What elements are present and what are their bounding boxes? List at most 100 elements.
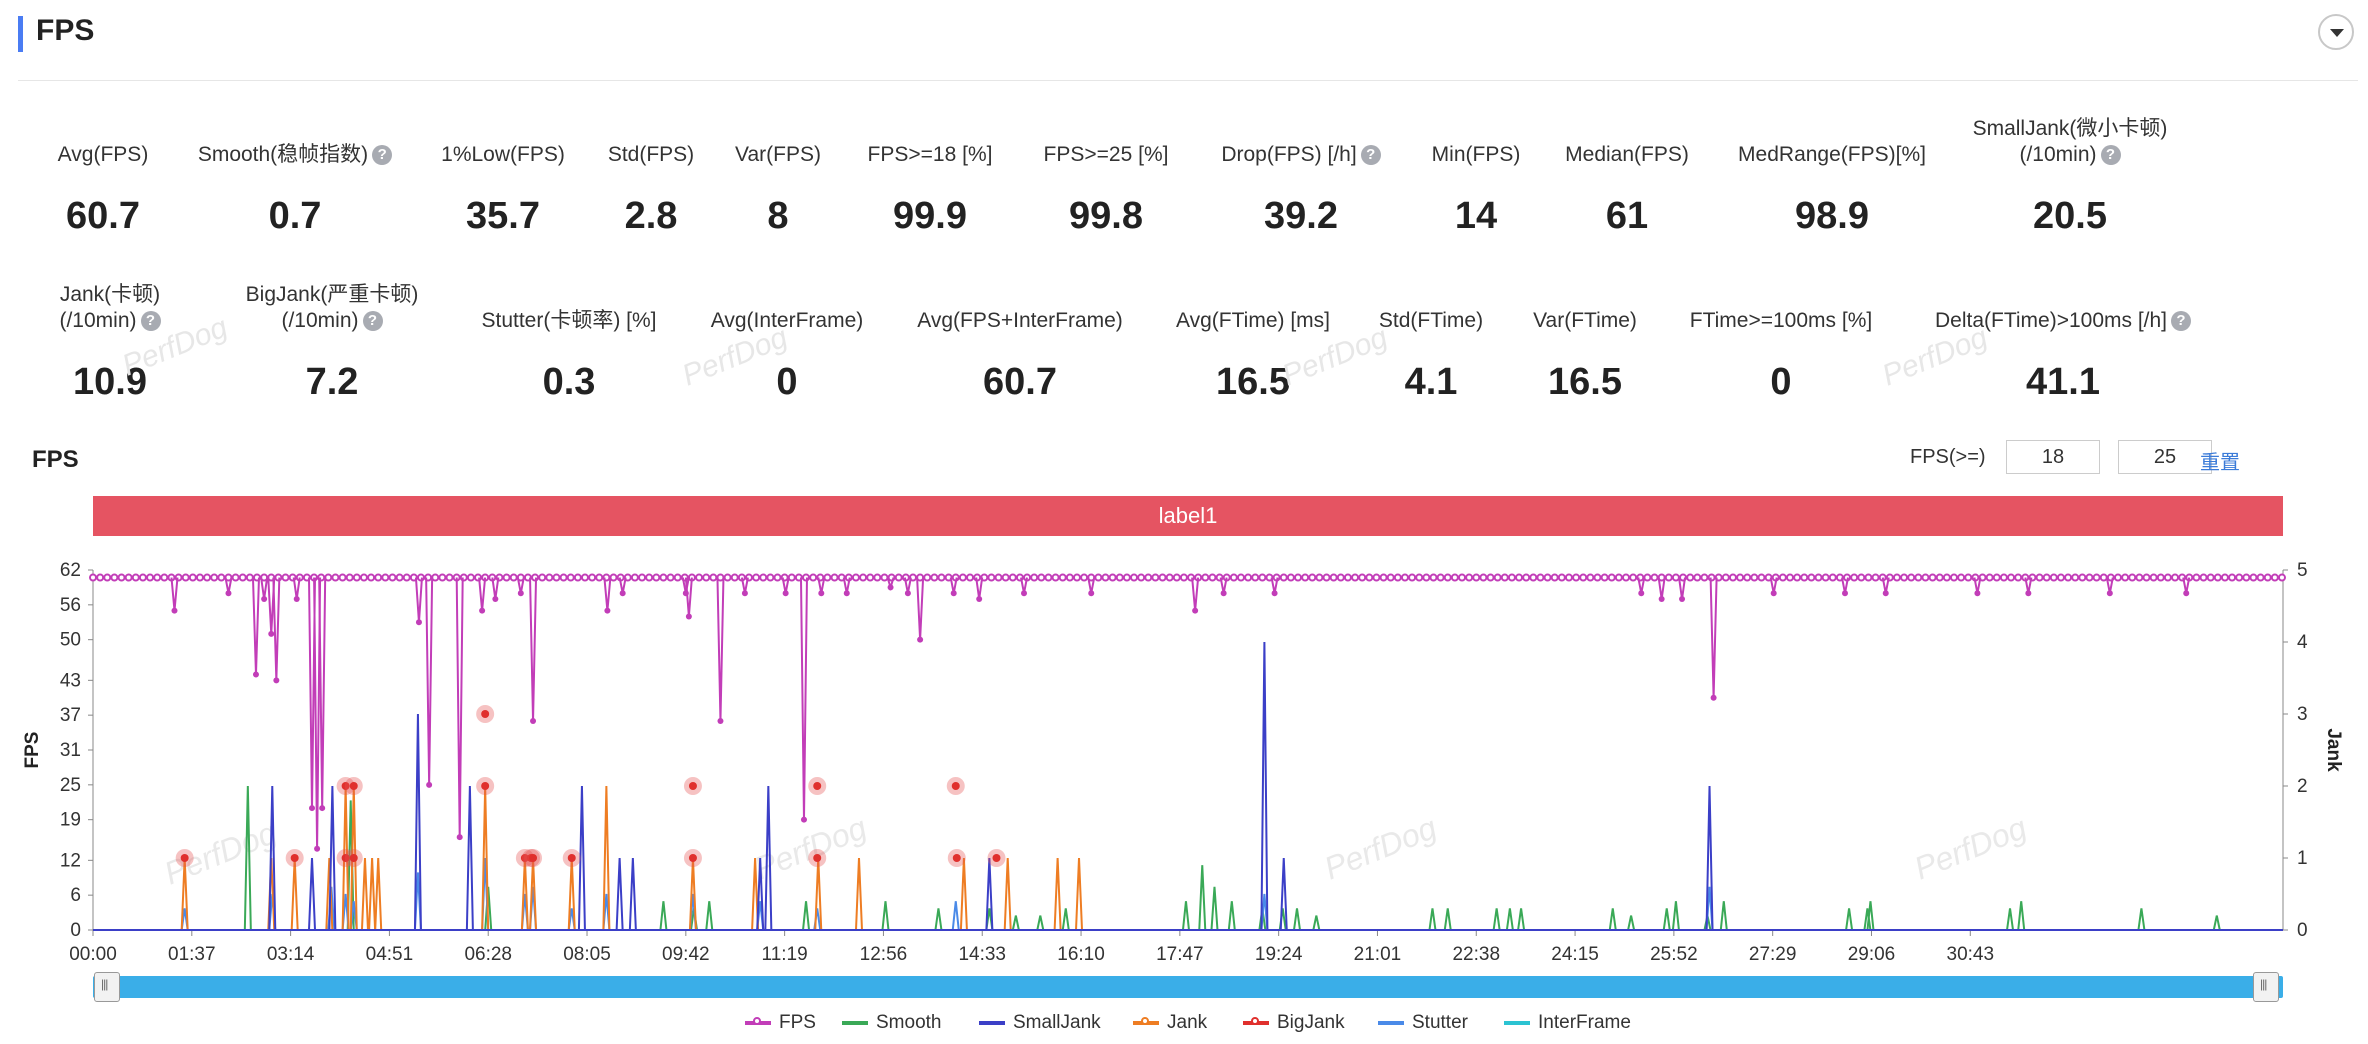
- smalljank-spike: [628, 857, 637, 931]
- jank-spike: [374, 857, 383, 931]
- fps-point: [1614, 573, 1623, 582]
- legend-item-fps[interactable]: FPS: [745, 1012, 816, 1036]
- smooth-spike: [659, 901, 668, 931]
- help-icon[interactable]: ?: [2171, 311, 2192, 332]
- fps-point: [1101, 573, 1110, 582]
- x-tick-label: 08:05: [563, 944, 611, 965]
- reset-button[interactable]: 重置: [2200, 452, 2240, 474]
- metric-label-text: Std(FPS): [607, 143, 695, 166]
- fps-point: [638, 573, 647, 582]
- y-tick-label: 12: [60, 850, 81, 871]
- collapse-toggle-icon[interactable]: [2318, 14, 2354, 50]
- legend-marker-icon: [1251, 1016, 1259, 1025]
- help-icon[interactable]: ?: [372, 145, 393, 166]
- metric-label: Var(FPS): [628, 142, 928, 168]
- legend-item-interframe[interactable]: InterFrame: [1504, 1012, 1631, 1036]
- fps-point: [1251, 573, 1260, 582]
- help-icon[interactable]: ?: [140, 311, 161, 332]
- x-tick-label: 21:01: [1354, 944, 1402, 965]
- fps-dip: [292, 577, 301, 600]
- fps-point: [509, 573, 518, 582]
- fps-point: [1072, 573, 1081, 582]
- metric-label: Min(FPS): [1326, 142, 1626, 168]
- fps-threshold-low-input[interactable]: 18: [2006, 440, 2100, 474]
- smalljank-spike: [577, 785, 586, 931]
- y-tick-label: 25: [60, 775, 81, 796]
- smooth-spike: [1671, 901, 1680, 931]
- range-start-handle[interactable]: [94, 972, 120, 1002]
- x-tick-label: 30:43: [1947, 944, 1995, 965]
- fps-point: [2149, 573, 2158, 582]
- fps-point: [153, 573, 162, 582]
- fps-point: [1122, 573, 1131, 582]
- fps-point: [1757, 573, 1766, 582]
- fps-dip-point: [976, 596, 983, 603]
- metric-label-text: Avg(InterFrame): [710, 309, 864, 332]
- x-tick-label: 01:37: [168, 944, 216, 965]
- metric-label-text: Var(FTime): [1533, 309, 1637, 332]
- fps-point: [1151, 573, 1160, 582]
- fps-point: [1336, 573, 1345, 582]
- fps-point: [2071, 573, 2080, 582]
- fps-dip-point: [171, 607, 178, 614]
- fps-point: [1400, 573, 1409, 582]
- help-icon[interactable]: ?: [362, 311, 383, 332]
- bigjank-point: [992, 854, 1001, 862]
- legend-item-bigjank[interactable]: BigJank: [1243, 1012, 1345, 1036]
- legend-item-jank[interactable]: Jank: [1133, 1012, 1207, 1036]
- range-end-handle[interactable]: [2253, 972, 2279, 1002]
- fps-point: [1743, 573, 1752, 582]
- help-icon[interactable]: ?: [2100, 145, 2121, 166]
- metric-label: Delta(FTime)>100ms [/h]?: [1913, 308, 2213, 334]
- metric-value: 60.7: [66, 195, 140, 237]
- fps-point: [1037, 573, 1046, 582]
- fps-point: [702, 573, 711, 582]
- fps-point: [994, 573, 1003, 582]
- fps-chart[interactable]: PerfDog PerfDog PerfDog PerfDog 06121925313…: [0, 550, 2368, 970]
- legend-label: FPS: [779, 1012, 816, 1033]
- fps-point: [1429, 573, 1438, 582]
- legend-item-smalljank[interactable]: SmallJank: [979, 1012, 1101, 1036]
- fps-point: [138, 573, 147, 582]
- metric-avg-interframe: Avg(InterFrame) 0: [637, 308, 937, 404]
- help-icon[interactable]: ?: [1360, 145, 1381, 166]
- metric-value: 61: [1605, 195, 1649, 237]
- metric-label: 1%Low(FPS): [353, 142, 653, 168]
- fps-point: [1629, 573, 1638, 582]
- label-bar[interactable]: label1: [93, 496, 2283, 536]
- legend-item-stutter[interactable]: Stutter: [1378, 1012, 1468, 1036]
- time-range-scrollbar[interactable]: [93, 976, 2283, 998]
- fps-point: [1793, 573, 1802, 582]
- fps-point: [1664, 573, 1673, 582]
- fps-point: [1821, 573, 1830, 582]
- metric-label: MedRange(FPS)[%]: [1682, 142, 1982, 168]
- fps-point: [1229, 573, 1238, 582]
- fps-point: [1365, 573, 1374, 582]
- fps-dip-point: [818, 590, 825, 597]
- smooth-spike: [1627, 915, 1636, 931]
- fps-point: [1044, 573, 1053, 582]
- fps-point: [188, 573, 197, 582]
- metric-value: 99.8: [1069, 195, 1143, 237]
- fps-point: [2128, 573, 2137, 582]
- fps-point: [1600, 573, 1609, 582]
- fps-point: [1329, 573, 1338, 582]
- smooth-spike: [1036, 915, 1045, 931]
- fps-threshold-high-input[interactable]: 25: [2118, 440, 2212, 474]
- fps-point: [2249, 573, 2258, 582]
- metric-medrange-fps: MedRange(FPS)[%] 98.9: [1682, 142, 1982, 238]
- metric-label-text: Avg(FPS+InterFrame): [917, 309, 1123, 332]
- bigjank-point: [520, 854, 529, 862]
- jank-spike: [290, 857, 299, 931]
- jank-spike: [360, 857, 369, 931]
- y2-tick-label: 5: [2297, 560, 2308, 581]
- fps-point: [609, 573, 618, 582]
- metric-label-text: Stutter(卡顿率) [%]: [481, 309, 657, 332]
- legend-item-smooth[interactable]: Smooth: [842, 1012, 941, 1036]
- fps-point: [2035, 573, 2044, 582]
- x-tick-label: 12:56: [860, 944, 908, 965]
- fps-point: [880, 573, 889, 582]
- bigjank-point: [567, 854, 576, 862]
- metric-unit-text: (/10min): [2019, 143, 2097, 166]
- fps-point: [1536, 573, 1545, 582]
